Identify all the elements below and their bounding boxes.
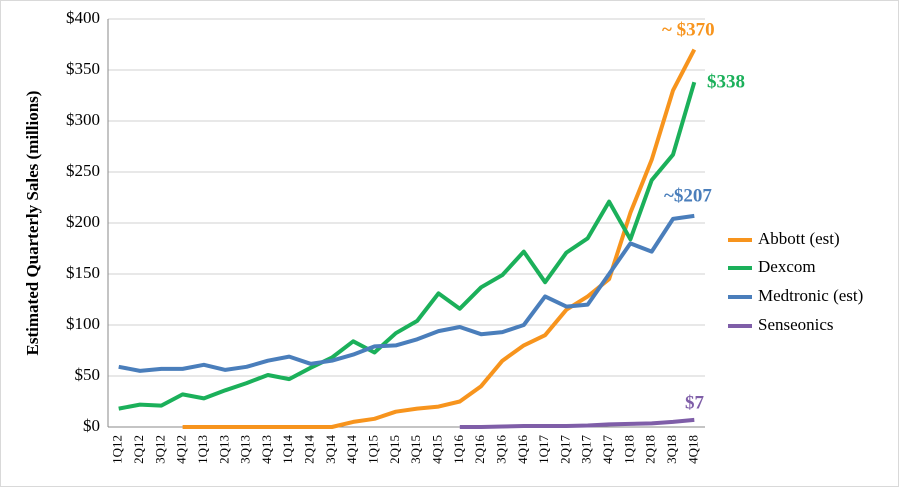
y-tick-label: $250 [66,161,100,180]
x-tick-label: 2Q17 [557,435,572,464]
x-tick-label: 1Q18 [621,435,636,464]
x-tick-label: 1Q12 [110,435,125,464]
x-tick-label: 4Q14 [344,435,359,464]
x-tick-label: 2Q15 [387,435,402,464]
x-tick-label: 1Q13 [195,435,210,464]
x-tick-label: 2Q12 [131,435,146,464]
series-line [182,48,697,429]
x-tick-label: 2Q16 [472,435,487,464]
y-axis-title: Estimated Quarterly Sales (millions) [23,91,42,356]
x-tick-label: 4Q17 [600,435,615,464]
legend-label: Senseonics [758,315,834,334]
x-tick-label: 3Q13 [238,435,253,464]
x-tick-label: 3Q16 [493,435,508,464]
series-line [118,81,697,411]
legend-label: Dexcom [758,257,816,276]
x-tick-label: 2Q14 [302,435,317,464]
legend-label: Medtronic (est) [758,286,863,305]
y-tick-label: $300 [66,110,100,129]
x-tick-label: 4Q18 [685,435,700,464]
annotation: $338 [707,71,745,92]
x-tick-label: 1Q17 [536,435,551,464]
x-tick-label: 4Q16 [515,435,530,464]
y-tick-label: $400 [66,8,100,27]
y-tick-label: $50 [75,365,101,384]
x-tick-label: 3Q15 [408,435,423,464]
y-tick-label: $350 [66,59,100,78]
x-tick-label: 3Q12 [152,435,167,464]
y-tick-label: $100 [66,314,100,333]
y-tick-label: $200 [66,212,100,231]
series-line [118,213,695,373]
y-tick-label: $0 [83,416,100,435]
annotation: ~ $370 [662,19,715,40]
x-tick-label: 3Q17 [579,435,594,464]
series-line [459,417,695,429]
annotation: $7 [685,392,705,413]
x-tick-label: 4Q13 [259,435,274,464]
x-tick-label: 1Q15 [366,435,381,464]
x-tick-label: 4Q12 [174,435,189,464]
x-tick-label: 2Q13 [216,435,231,464]
x-tick-label: 1Q14 [280,435,295,464]
legend-label: Abbott (est) [758,229,840,248]
x-tick-label: 4Q15 [429,435,444,464]
x-tick-label: 1Q16 [451,435,466,464]
x-tick-label: 3Q18 [664,435,679,464]
x-tick-label: 2Q18 [643,435,658,464]
x-tick-label: 3Q14 [323,435,338,464]
y-tick-label: $150 [66,263,100,282]
annotation: ~$207 [664,185,712,206]
